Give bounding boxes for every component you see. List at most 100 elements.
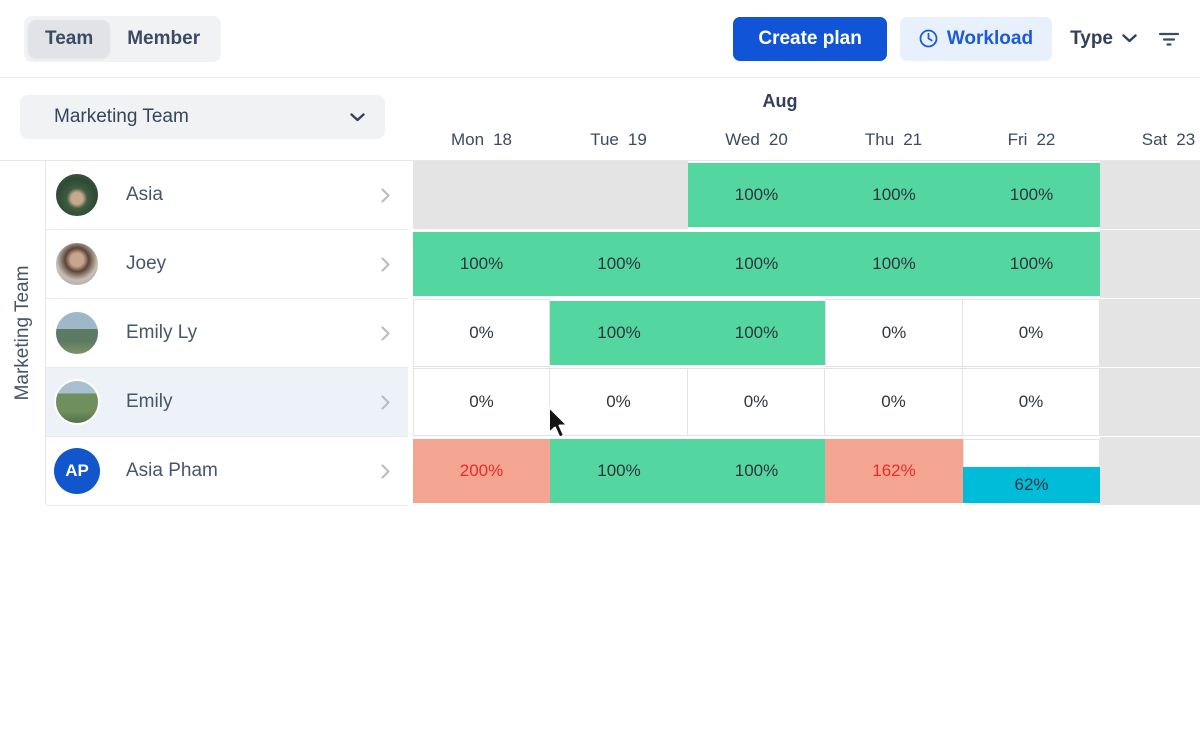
workload-cell xyxy=(1100,437,1200,505)
team-selector[interactable]: Marketing Team xyxy=(20,95,385,139)
day-header-fri: Fri 22 xyxy=(963,130,1100,150)
day-name: Thu xyxy=(864,130,895,149)
workload-cell[interactable]: 0% xyxy=(413,368,550,436)
avatar-photo-emily xyxy=(54,379,100,425)
type-dropdown[interactable]: Type xyxy=(1070,28,1137,50)
workload-cell[interactable]: 0% xyxy=(688,368,825,436)
workload-value: 100% xyxy=(734,323,779,342)
topbar-actions: Create plan Workload Type xyxy=(733,16,1180,61)
chevron-right-icon[interactable] xyxy=(381,256,390,272)
workload-cell[interactable]: 200% xyxy=(413,439,550,503)
workload-cell xyxy=(1100,299,1200,367)
workload-value: 100% xyxy=(597,323,641,342)
toggle-team[interactable]: Team xyxy=(28,19,111,58)
chevron-right-icon[interactable] xyxy=(381,325,390,341)
workload-cell[interactable]: 100% xyxy=(550,439,688,503)
workload-cell[interactable]: 100% xyxy=(688,439,825,503)
create-plan-button[interactable]: Create plan xyxy=(733,16,887,61)
workload-value: 100% xyxy=(734,185,779,204)
workload-label: Workload xyxy=(946,27,1034,49)
workload-cell[interactable]: 0% xyxy=(963,368,1100,436)
workload-value: 0% xyxy=(469,323,494,342)
day-number: 20 xyxy=(768,130,788,149)
workload-cell xyxy=(550,161,688,229)
workload-value: 100% xyxy=(872,254,916,273)
day-number: 23 xyxy=(1176,130,1196,149)
topbar: Team Member Create plan Workload Type xyxy=(0,0,1200,78)
avatar-photo-asia xyxy=(54,172,100,218)
workload-cell xyxy=(1100,230,1200,298)
workload-value: 0% xyxy=(469,392,494,411)
avatar-photo-emily-ly xyxy=(54,310,100,356)
workload-cell[interactable]: 100% xyxy=(550,232,688,296)
workload-cell[interactable]: 100% xyxy=(688,163,825,227)
workload-cell[interactable]: 100% xyxy=(825,232,963,296)
workload-value: 100% xyxy=(597,254,641,273)
member-row-asia[interactable]: Asia xyxy=(46,161,408,230)
workload-value: 0% xyxy=(1018,323,1044,342)
workload-cell xyxy=(413,161,550,229)
team-group-rail: Marketing Team xyxy=(0,161,46,505)
clock-icon xyxy=(919,29,938,48)
member-row-asia-pham[interactable]: AP Asia Pham xyxy=(46,437,408,506)
calendar-header: Marketing Team Aug Mon 18 Tue 19 Wed 20 Thu 21 F… xyxy=(0,78,1200,161)
partial-fill-bar: 62% xyxy=(963,467,1100,503)
workload-cell[interactable]: 100% xyxy=(688,301,825,365)
workload-cell[interactable]: 162% xyxy=(825,439,963,503)
workload-button[interactable]: Workload xyxy=(899,16,1053,61)
workload-value: 0% xyxy=(881,392,906,411)
workload-value: 162% xyxy=(872,461,916,480)
workload-cell[interactable]: 0% xyxy=(550,368,688,436)
day-header-mon: Mon 18 xyxy=(413,130,550,150)
view-toggle: Team Member xyxy=(24,15,222,62)
workload-value: 0% xyxy=(881,323,907,342)
day-name: Fri xyxy=(1007,130,1028,149)
day-header-sat: Sat 23 xyxy=(1100,130,1200,150)
workload-cell[interactable]: 100% xyxy=(963,232,1100,296)
team-selector-label: Marketing Team xyxy=(54,106,189,127)
workload-cell[interactable]: 100% xyxy=(963,163,1100,227)
member-name: Asia xyxy=(126,184,163,205)
day-name: Sat xyxy=(1141,130,1168,149)
filter-icon xyxy=(1158,31,1180,47)
chevron-right-icon[interactable] xyxy=(381,463,390,479)
member-row-emily-ly[interactable]: Emily Ly xyxy=(46,299,408,368)
workload-cell[interactable]: 100% xyxy=(825,163,963,227)
workload-cell[interactable]: 0% xyxy=(963,299,1100,367)
member-name: Emily xyxy=(126,391,173,412)
member-name: Emily Ly xyxy=(126,322,198,343)
workload-cell xyxy=(1100,161,1200,229)
day-number: 19 xyxy=(627,130,647,149)
workload-cell[interactable]: 100% xyxy=(688,232,825,296)
workload-cell[interactable]: 0% xyxy=(825,299,963,367)
workload-value: 100% xyxy=(597,461,641,480)
workload-cell[interactable]: 0% xyxy=(825,368,963,436)
workload-value: 100% xyxy=(734,254,779,273)
day-name: Wed xyxy=(725,130,760,149)
day-name: Tue xyxy=(590,130,619,149)
member-row-emily[interactable]: Emily xyxy=(46,368,408,437)
chevron-right-icon[interactable] xyxy=(381,187,390,203)
day-name: Mon xyxy=(451,130,485,149)
workload-cell[interactable]: 100% xyxy=(550,301,688,365)
member-name: Joey xyxy=(126,253,167,274)
chevron-right-icon[interactable] xyxy=(381,394,390,410)
workload-value: 0% xyxy=(606,392,631,411)
workload-value: 100% xyxy=(872,185,916,204)
workload-cell[interactable]: 0% xyxy=(413,299,550,367)
workload-cell[interactable]: 62% xyxy=(963,439,1100,503)
month-label: Aug xyxy=(762,91,798,111)
toggle-member[interactable]: Member xyxy=(110,20,217,58)
workload-cell[interactable]: 100% xyxy=(413,232,550,296)
day-header-thu: Thu 21 xyxy=(825,130,962,150)
filter-button[interactable] xyxy=(1158,31,1180,47)
avatar-photo-joey xyxy=(54,241,100,287)
workload-value: 0% xyxy=(1018,392,1044,411)
workload-cell xyxy=(1100,368,1200,436)
member-row-joey[interactable]: Joey xyxy=(46,230,408,299)
workload-value: 100% xyxy=(459,254,504,273)
workload-value: 100% xyxy=(734,461,779,480)
chevron-down-icon xyxy=(1122,34,1137,43)
workload-value: 62% xyxy=(1014,475,1049,495)
workload-value: 100% xyxy=(1009,254,1054,273)
